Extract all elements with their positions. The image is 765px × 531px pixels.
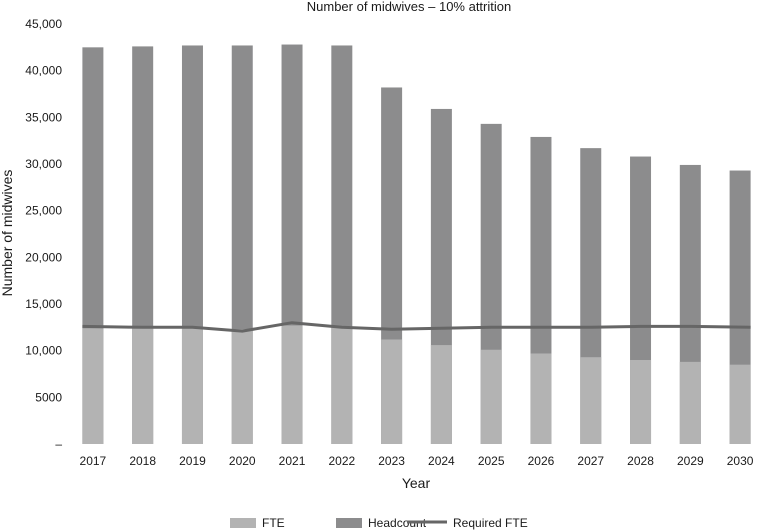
y-axis-ticks: – 5000 10,000 15,000 20,000 25,000 30,000 35,00…: [25, 17, 62, 451]
fte-bar: [181, 328, 203, 444]
y-axis-label: Number of midwives: [0, 170, 15, 297]
fte-bar: [630, 360, 652, 444]
x-tick-label: 2025: [478, 454, 505, 468]
legend-item: Headcount: [336, 516, 427, 530]
x-tick-label: 2030: [727, 454, 754, 468]
x-tick-label: 2021: [279, 454, 306, 468]
y-tick-label: 45,000: [25, 17, 62, 31]
y-tick-label: –: [55, 437, 62, 451]
fte-bar: [480, 349, 502, 444]
legend: FTE Headcount Required FTE: [230, 516, 528, 530]
x-tick-label: 2018: [129, 454, 156, 468]
y-tick-label: 20,000: [25, 250, 62, 264]
legend-item: FTE: [230, 516, 285, 530]
x-tick-label: 2029: [677, 454, 704, 468]
x-tick-label: 2028: [627, 454, 654, 468]
bars: [82, 44, 751, 445]
fte-bar: [430, 345, 452, 444]
fte-bar: [530, 353, 552, 444]
x-tick-label: 2024: [428, 454, 455, 468]
y-tick-label: 35,000: [25, 110, 62, 124]
x-tick-label: 2023: [378, 454, 405, 468]
legend-item: Required FTE: [407, 516, 528, 530]
x-tick-label: 2017: [80, 454, 107, 468]
legend-label: Headcount: [368, 516, 427, 530]
y-tick-label: 25,000: [25, 204, 62, 218]
x-tick-label: 2026: [528, 454, 555, 468]
y-tick-label: 15,000: [25, 297, 62, 311]
fte-bar: [281, 325, 303, 444]
fte-bar: [679, 361, 701, 444]
y-tick-label: 5000: [35, 390, 62, 404]
fte-bar: [231, 329, 253, 444]
required-fte-line: [82, 321, 751, 333]
fte-bar: [82, 328, 104, 444]
x-tick-label: 2022: [328, 454, 355, 468]
legend-swatch: [336, 518, 362, 528]
legend-label: FTE: [262, 516, 285, 530]
fte-bar: [331, 327, 353, 444]
y-tick-label: 40,000: [25, 64, 62, 78]
x-tick-label: 2027: [577, 454, 604, 468]
fte-bar: [132, 328, 154, 444]
x-tick-label: 2020: [229, 454, 256, 468]
legend-swatch: [230, 518, 256, 528]
fte-bar: [381, 339, 403, 444]
x-tick-label: 2019: [179, 454, 206, 468]
chart-title: Number of midwives – 10% attrition: [307, 0, 511, 14]
fte-bar: [580, 357, 602, 444]
y-tick-label: 30,000: [25, 157, 62, 171]
fte-bar: [729, 364, 751, 444]
required-fte-line-group: [82, 321, 751, 333]
x-axis-ticks: 2017 2018 2019 2020 2021 2022 2023 2024 2025 2026…: [80, 454, 754, 468]
x-axis-label: Year: [402, 475, 431, 491]
y-tick-label: 10,000: [25, 344, 62, 358]
legend-label: Required FTE: [453, 516, 528, 530]
